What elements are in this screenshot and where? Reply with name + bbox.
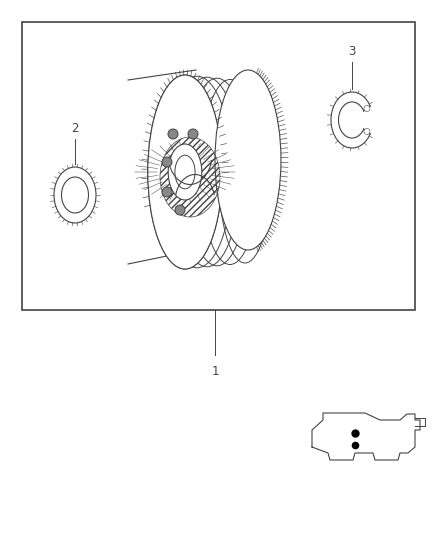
Circle shape: [162, 187, 172, 197]
Ellipse shape: [215, 70, 281, 250]
Circle shape: [175, 205, 185, 215]
Ellipse shape: [175, 155, 195, 189]
Ellipse shape: [61, 177, 88, 213]
Circle shape: [162, 157, 172, 167]
Circle shape: [188, 129, 198, 139]
Ellipse shape: [168, 144, 202, 200]
Text: 3: 3: [348, 45, 356, 58]
Text: 2: 2: [71, 122, 79, 135]
Ellipse shape: [148, 75, 222, 269]
Text: 1: 1: [211, 365, 219, 378]
Bar: [22, 22, 415, 310]
Circle shape: [364, 128, 370, 134]
Circle shape: [364, 106, 370, 111]
Circle shape: [168, 129, 178, 139]
Ellipse shape: [54, 167, 96, 223]
